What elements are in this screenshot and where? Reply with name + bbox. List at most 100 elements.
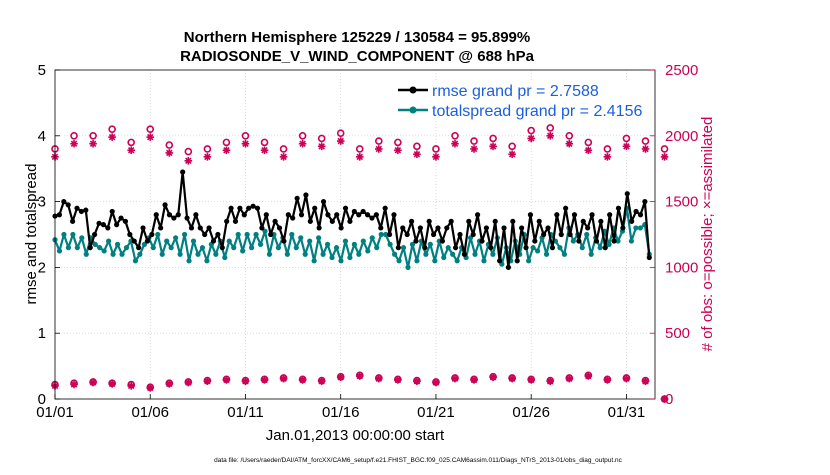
x-tick-label: 01/31 (608, 404, 646, 421)
obs-assimilated-marker (432, 153, 440, 161)
rmse-point (215, 231, 221, 238)
totalspread-point (114, 241, 121, 247)
obs-assimilated-marker (241, 377, 250, 386)
rmse-point (593, 238, 600, 244)
rmse-point (585, 225, 591, 231)
star-stroke (127, 147, 135, 154)
rmse-point (395, 245, 401, 251)
star-stroke (166, 149, 173, 157)
rmse-point (334, 212, 340, 218)
x-tick-label: 01/26 (512, 404, 550, 421)
y-right-tick-label: 1500 (665, 194, 698, 211)
obs-possible-marker (222, 138, 231, 147)
totalspread-point (316, 235, 322, 241)
axis-ticks: 01/01 01/06 01/11 01/16 01/21 01/26 01/31 0 1 2 3 4… (36, 62, 698, 421)
obs-assimilated-marker (336, 137, 345, 145)
totalspread-point (432, 258, 438, 264)
totalspread-point (231, 245, 237, 251)
rmse-point (413, 238, 419, 244)
totalspread-point (204, 258, 210, 264)
totalspread-point (141, 241, 147, 247)
obs-possible-marker (622, 134, 631, 143)
totalspread-point (441, 254, 447, 261)
star-stroke (70, 381, 78, 388)
star-stroke (527, 376, 535, 384)
star-stroke (375, 375, 383, 382)
star-stroke (432, 379, 440, 386)
y-left-tick-label: 1 (38, 325, 46, 342)
y-left-tick-label: 5 (38, 62, 46, 79)
rmse-point (642, 199, 648, 205)
y-right-tick-label: 2500 (665, 62, 698, 79)
totalspread-point (329, 254, 335, 261)
totalspread-point (164, 238, 170, 244)
obs-possible-marker (336, 129, 345, 137)
star-stroke (604, 376, 611, 384)
rmse-point (316, 225, 322, 231)
obs-assimilated-marker (432, 378, 440, 387)
star-stroke (546, 377, 554, 385)
totalspread-point (490, 251, 496, 257)
rmse-point (325, 212, 331, 218)
star-stroke (623, 143, 630, 150)
totalspread-point (400, 245, 407, 251)
rmse-point (136, 245, 142, 251)
star-stroke (489, 143, 497, 150)
star-stroke (546, 132, 554, 140)
star-stroke (470, 376, 478, 384)
rmse-point (510, 218, 516, 224)
rmse-point (360, 208, 366, 215)
obs-assimilated-marker (375, 374, 383, 383)
obs-assimilated-marker (622, 374, 631, 383)
rmse-point (404, 231, 410, 238)
legend: rmse grand pr = 2.7588 totalspread grand… (394, 80, 648, 120)
rmse-point (105, 225, 111, 231)
totalspread-point (526, 258, 532, 264)
star-stroke (451, 375, 459, 382)
totalspread-point (561, 251, 567, 257)
rmse-point (519, 225, 525, 231)
star-stroke (185, 157, 192, 165)
star-stroke (566, 375, 573, 382)
totalspread-point (543, 251, 550, 257)
rmse-point (637, 212, 644, 218)
rmse-point (162, 202, 168, 208)
totalspread-point (615, 238, 621, 244)
totalspread-point (391, 251, 398, 257)
totalspread-point (190, 238, 197, 244)
rmse-point (567, 231, 573, 238)
star-stroke (375, 145, 383, 153)
totalspread-point (74, 245, 80, 251)
obs-assimilated-marker (470, 145, 478, 153)
obs-assimilated-marker (375, 145, 383, 153)
rmse-point (615, 205, 622, 211)
obs-assimilated-marker (355, 372, 364, 380)
obs-possible-marker (660, 145, 669, 153)
x-tick-label: 01/01 (36, 404, 74, 421)
star-stroke (470, 145, 478, 153)
totalspread-point (369, 235, 375, 241)
rmse-point (378, 225, 384, 231)
star-stroke (242, 140, 249, 147)
star-stroke (299, 376, 306, 384)
totalspread-point (374, 245, 380, 251)
rmse-point (554, 212, 560, 218)
rmse-point (210, 238, 217, 244)
star-stroke (356, 372, 364, 380)
obs-possible-marker (108, 125, 116, 134)
totalspread-point (530, 245, 536, 251)
obs-assimilated-marker (260, 146, 269, 155)
rmse-point (391, 212, 397, 218)
rmse-point (492, 218, 498, 224)
totalspread-point (106, 238, 112, 244)
rmse-point (611, 238, 617, 244)
rmse-point (589, 212, 595, 218)
rmse-point (435, 225, 441, 231)
y-left-tick-label: 4 (38, 128, 46, 145)
legend-label-rmse: rmse grand pr = 2.7588 (432, 83, 599, 100)
obs-assimilated-marker (70, 380, 78, 389)
obs-assimilated-marker (394, 376, 402, 384)
obs-assimilated-marker (222, 376, 231, 384)
plot-frame (54, 69, 656, 400)
obs-assimilated-marker (89, 139, 97, 148)
